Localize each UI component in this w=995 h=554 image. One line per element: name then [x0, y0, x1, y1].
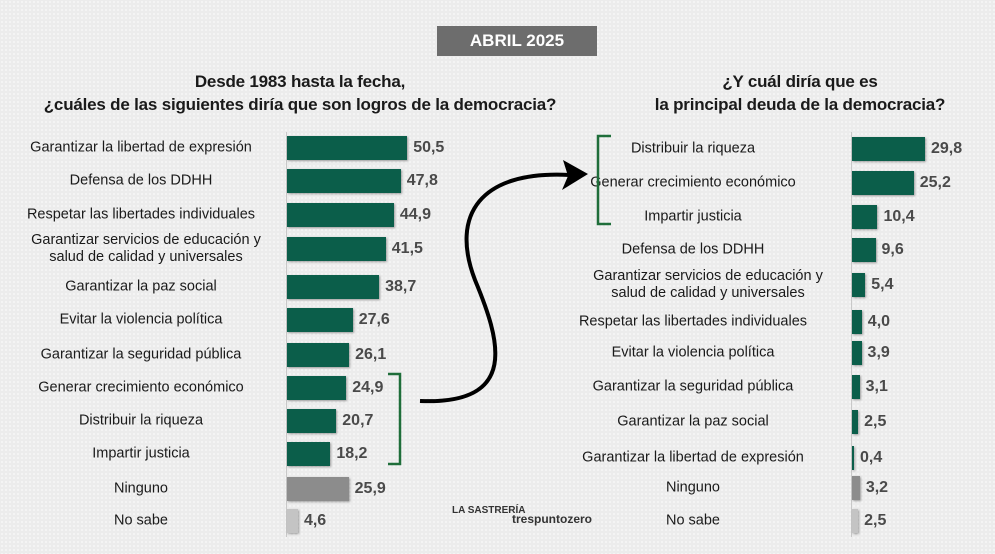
value-label: 25,9	[354, 480, 386, 497]
value-label: 27,6	[358, 311, 390, 328]
category-label: Garantizar servicios de educación y salu…	[31, 232, 261, 265]
value-label: 2,5	[864, 512, 887, 529]
left-axis	[286, 132, 287, 537]
bar	[852, 273, 866, 297]
logo-trespuntozero: trespuntozero	[512, 512, 593, 526]
value-label: 41,5	[391, 240, 423, 257]
category-label: Garantizar la paz social	[617, 413, 769, 430]
bar	[287, 442, 331, 466]
right-bracket	[596, 134, 611, 226]
category-label: No sabe	[665, 512, 720, 529]
value-label: 38,7	[385, 278, 417, 295]
value-label: 26,1	[355, 346, 387, 363]
bar	[287, 477, 349, 501]
bar	[852, 446, 854, 470]
bar	[852, 205, 878, 229]
category-label: Generar crecimiento económico	[590, 174, 796, 191]
category-label: Ninguno	[113, 480, 168, 497]
value-label: 5,4	[871, 276, 894, 293]
category-label: Distribuir la riqueza	[78, 412, 204, 429]
bar	[287, 376, 347, 400]
right-title-line-1: ¿Y cuál diría que es	[722, 72, 878, 91]
value-label: 0,4	[860, 449, 883, 466]
left-title-line-1: Desde 1983 hasta la fecha,	[194, 72, 406, 91]
right-title-line-2: la principal deuda de la democracia?	[654, 95, 946, 114]
bar	[852, 509, 859, 533]
value-label: 29,8	[931, 140, 963, 157]
right-chart-title: ¿Y cuál diría que es la principal deuda …	[600, 70, 995, 116]
value-label: 4,0	[867, 313, 891, 330]
category-label: No sabe	[113, 512, 168, 529]
bar	[287, 409, 337, 433]
value-label: 47,8	[406, 172, 438, 189]
category-label: Distribuir la riqueza	[630, 140, 756, 157]
category-label: Garantizar la libertad de expresión	[582, 449, 804, 466]
value-label: 9,6	[881, 241, 904, 258]
category-label: Evitar la violencia política	[59, 311, 223, 328]
bar	[287, 275, 380, 299]
bar	[287, 343, 350, 367]
value-label: 50,5	[413, 139, 445, 156]
category-label: Impartir justicia	[644, 208, 742, 225]
category-label: Garantizar la paz social	[65, 278, 217, 295]
category-label: Generar crecimiento económico	[38, 379, 244, 396]
bar	[852, 341, 862, 365]
bar	[287, 169, 401, 193]
bar	[287, 308, 353, 332]
category-label: Garantizar la seguridad pública	[40, 346, 242, 363]
category-label: Respetar las libertades individuales	[26, 206, 256, 223]
category-label: Impartir justicia	[92, 445, 190, 462]
value-label: 3,2	[865, 479, 889, 496]
bar	[852, 410, 859, 434]
value-label: 4,6	[303, 512, 327, 529]
left-bracket	[388, 372, 402, 466]
right-axis	[851, 132, 852, 537]
left-title-line-2: ¿cuáles de las siguientes diría que son …	[43, 95, 557, 114]
bar	[852, 476, 860, 500]
category-label: Garantizar la libertad de expresión	[30, 139, 252, 156]
bar	[852, 171, 914, 195]
value-label: 18,2	[336, 445, 368, 462]
logo-la-sastreria: LA SASTRERÍA	[452, 505, 526, 516]
left-chart-title: Desde 1983 hasta la fecha, ¿cuáles de la…	[40, 70, 560, 116]
bar	[287, 509, 298, 533]
bar	[852, 137, 925, 161]
date-badge: ABRIL 2025	[437, 26, 597, 56]
bar	[852, 310, 862, 334]
value-label: 24,9	[352, 379, 384, 396]
value-label: 20,7	[342, 412, 374, 429]
value-label: 3,9	[867, 344, 890, 361]
bar	[287, 237, 386, 261]
category-label: Evitar la violencia política	[611, 344, 775, 361]
bar	[852, 238, 876, 262]
category-label: Garantizar servicios de educación y salu…	[593, 268, 823, 301]
bar	[287, 136, 408, 160]
value-label: 44,9	[399, 206, 431, 223]
value-label: 25,2	[919, 174, 951, 191]
value-label: 2,5	[864, 413, 887, 430]
value-label: 3,1	[865, 378, 888, 395]
category-label: Defensa de los DDHH	[621, 241, 765, 258]
value-label: 10,4	[883, 208, 915, 225]
category-label: Defensa de los DDHH	[69, 172, 213, 189]
arrow-head-icon	[562, 160, 588, 190]
bar	[287, 203, 394, 227]
arrow-curve	[419, 172, 571, 404]
bar	[852, 375, 860, 399]
category-label: Garantizar la seguridad pública	[592, 378, 794, 395]
category-label: Respetar las libertades individuales	[578, 313, 808, 330]
category-label: Ninguno	[665, 479, 720, 496]
